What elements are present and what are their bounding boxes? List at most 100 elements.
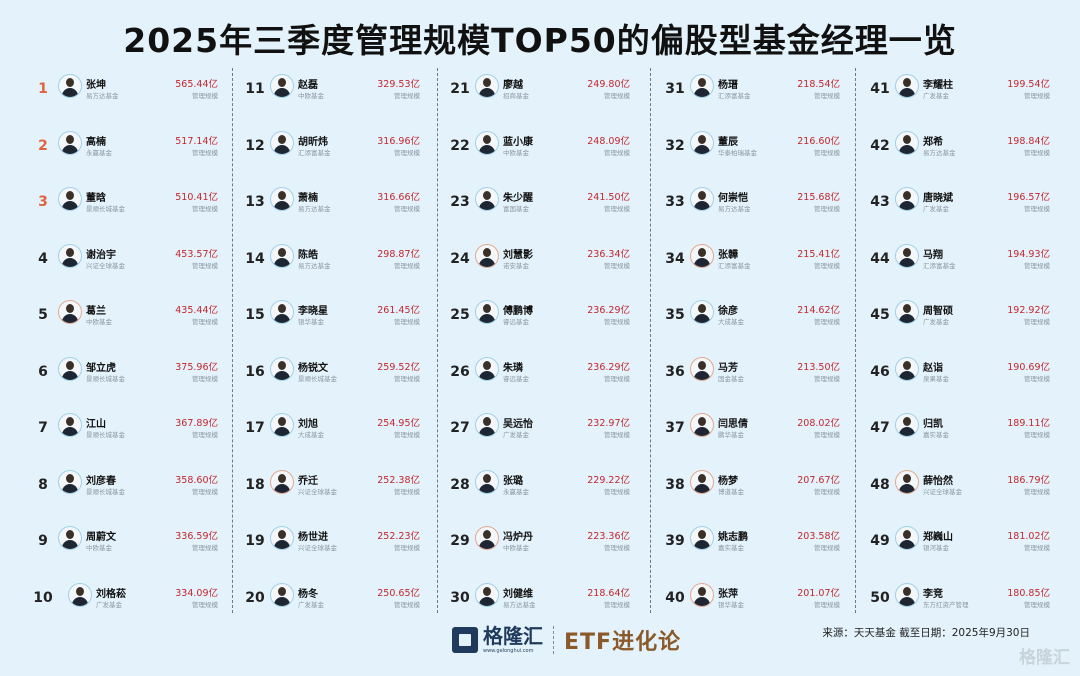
manager-item: 35 徐彦 大成基金 214.62亿 管理规模 [660, 295, 850, 345]
manager-item: 11 赵磊 中欧基金 329.53亿 管理规模 [240, 69, 430, 119]
avatar [58, 356, 82, 381]
rank-number: 9 [38, 533, 48, 549]
aum-value: 252.38亿 [377, 474, 420, 486]
aum-label: 管理规模 [814, 261, 840, 270]
avatar [270, 582, 294, 607]
rank-number: 24 [450, 250, 470, 267]
fund-company: 兴证全球基金 [298, 487, 337, 496]
avatar [270, 413, 294, 437]
manager-item: 50 李竞 东方红资产管理 180.85亿 管理规模 [865, 578, 1060, 628]
rank-number: 32 [665, 137, 685, 154]
manager-item: 5 葛兰 中欧基金 435.44亿 管理规模 [28, 295, 228, 345]
ranking-column: 21 廖越 招商基金 249.80亿 管理规模 22 蓝小康 中欧基金 248.09亿 管理规模 2… [445, 66, 640, 616]
aum-label: 管理规模 [814, 148, 840, 157]
avatar [690, 187, 714, 211]
fund-company: 兴证全球基金 [86, 261, 125, 270]
aum-label: 管理规模 [814, 544, 840, 552]
ranking-column: 11 赵磊 中欧基金 329.53亿 管理规模 12 胡昕炜 汇添富基金 316.96亿 管理规模… [240, 66, 430, 616]
avatar [68, 582, 92, 607]
avatar [58, 187, 82, 211]
aum-value: 367.89亿 [175, 418, 218, 429]
aum-value: 565.44亿 [175, 79, 218, 90]
manager-item: 4 谢治宇 兴证全球基金 453.57亿 管理规模 [28, 239, 228, 289]
rank-number: 6 [38, 363, 48, 380]
avatar [270, 74, 294, 98]
rank-number: 22 [450, 137, 470, 154]
manager-name: 陈皓 [298, 249, 318, 261]
manager-name: 吴远怡 [503, 419, 533, 430]
avatar [270, 130, 294, 155]
aum-value: 510.41亿 [175, 192, 218, 203]
manager-name: 张韡 [718, 249, 738, 261]
aum-label: 管理规模 [394, 374, 420, 383]
ranking-column: 31 杨瑨 汇添富基金 218.54亿 管理规模 32 董辰 华泰柏瑞基金 216.60亿 管理规… [660, 66, 850, 616]
rank-number: 8 [38, 476, 48, 493]
manager-name: 葛兰 [86, 306, 106, 317]
manager-item: 12 胡昕炜 汇添富基金 316.96亿 管理规模 [240, 126, 430, 176]
aum-value: 180.85亿 [1007, 587, 1050, 599]
manager-name: 邹立虎 [86, 362, 116, 374]
manager-name: 谢治宇 [86, 249, 116, 261]
aum-value: 241.50亿 [587, 192, 630, 203]
column-divider [232, 68, 233, 613]
manager-name: 刘彦春 [86, 475, 116, 487]
fund-company: 富国基金 [503, 205, 529, 213]
manager-name: 董晗 [86, 193, 106, 204]
aum-label: 管理规模 [814, 487, 840, 496]
aum-label: 管理规模 [192, 148, 218, 157]
fund-company: 易方达基金 [86, 92, 119, 100]
rank-number: 27 [450, 420, 470, 436]
manager-item: 37 闫思倩 鹏华基金 208.02亿 管理规模 [660, 408, 850, 458]
aum-label: 管理规模 [814, 92, 840, 100]
rank-number: 15 [245, 307, 265, 323]
avatar [475, 300, 499, 324]
manager-name: 郑巍山 [923, 532, 953, 543]
manager-name: 冯炉丹 [503, 532, 533, 543]
aum-value: 190.69亿 [1007, 361, 1050, 373]
aum-label: 管理规模 [394, 431, 420, 439]
rank-number: 40 [665, 589, 685, 606]
rank-number: 42 [870, 137, 890, 154]
aum-value: 203.58亿 [797, 531, 840, 542]
aum-label: 管理规模 [1024, 487, 1050, 496]
aum-value: 215.41亿 [797, 248, 840, 260]
manager-item: 43 唐晓斌 广发基金 196.57亿 管理规模 [865, 182, 1060, 232]
fund-company: 银河基金 [923, 544, 949, 552]
fund-company: 嘉实基金 [718, 544, 744, 552]
manager-name: 杨锐文 [298, 362, 328, 374]
avatar [895, 413, 919, 437]
manager-item: 16 杨锐文 景顺长城基金 259.52亿 管理规模 [240, 352, 430, 402]
manager-name: 徐彦 [718, 306, 738, 317]
fund-company: 景顺长城基金 [86, 431, 125, 439]
rank-number: 10 [33, 589, 53, 606]
aum-value: 236.29亿 [587, 361, 630, 373]
avatar [58, 74, 82, 98]
manager-name: 张璐 [503, 475, 523, 487]
manager-name: 杨梦 [718, 475, 738, 487]
rank-number: 37 [665, 420, 685, 436]
rank-number: 49 [870, 533, 890, 549]
fund-company: 银华基金 [298, 318, 324, 326]
aum-label: 管理规模 [394, 148, 420, 157]
manager-item: 27 吴远怡 广发基金 232.97亿 管理规模 [445, 408, 640, 458]
aum-value: 250.65亿 [377, 587, 420, 599]
fund-company: 嘉实基金 [923, 431, 949, 439]
rank-number: 23 [450, 194, 470, 210]
manager-item: 8 刘彦春 景顺长城基金 358.60亿 管理规模 [28, 465, 228, 515]
fund-company: 易方达基金 [718, 205, 751, 213]
aum-value: 198.84亿 [1007, 135, 1050, 147]
aum-label: 管理规模 [394, 261, 420, 270]
manager-item: 19 杨世进 兴证全球基金 252.23亿 管理规模 [240, 521, 430, 571]
manager-name: 归凯 [923, 419, 943, 430]
manager-item: 7 江山 景顺长城基金 367.89亿 管理规模 [28, 408, 228, 458]
aum-label: 管理规模 [604, 148, 630, 157]
manager-item: 34 张韡 汇添富基金 215.41亿 管理规模 [660, 239, 850, 289]
fund-company: 汇添富基金 [298, 148, 331, 157]
rank-number: 26 [450, 363, 470, 380]
rank-number: 47 [870, 420, 890, 436]
manager-item: 18 乔迁 兴证全球基金 252.38亿 管理规模 [240, 465, 430, 515]
aum-label: 管理规模 [604, 600, 630, 609]
aum-label: 管理规模 [604, 261, 630, 270]
manager-item: 31 杨瑨 汇添富基金 218.54亿 管理规模 [660, 69, 850, 119]
manager-name: 郑希 [923, 136, 943, 148]
